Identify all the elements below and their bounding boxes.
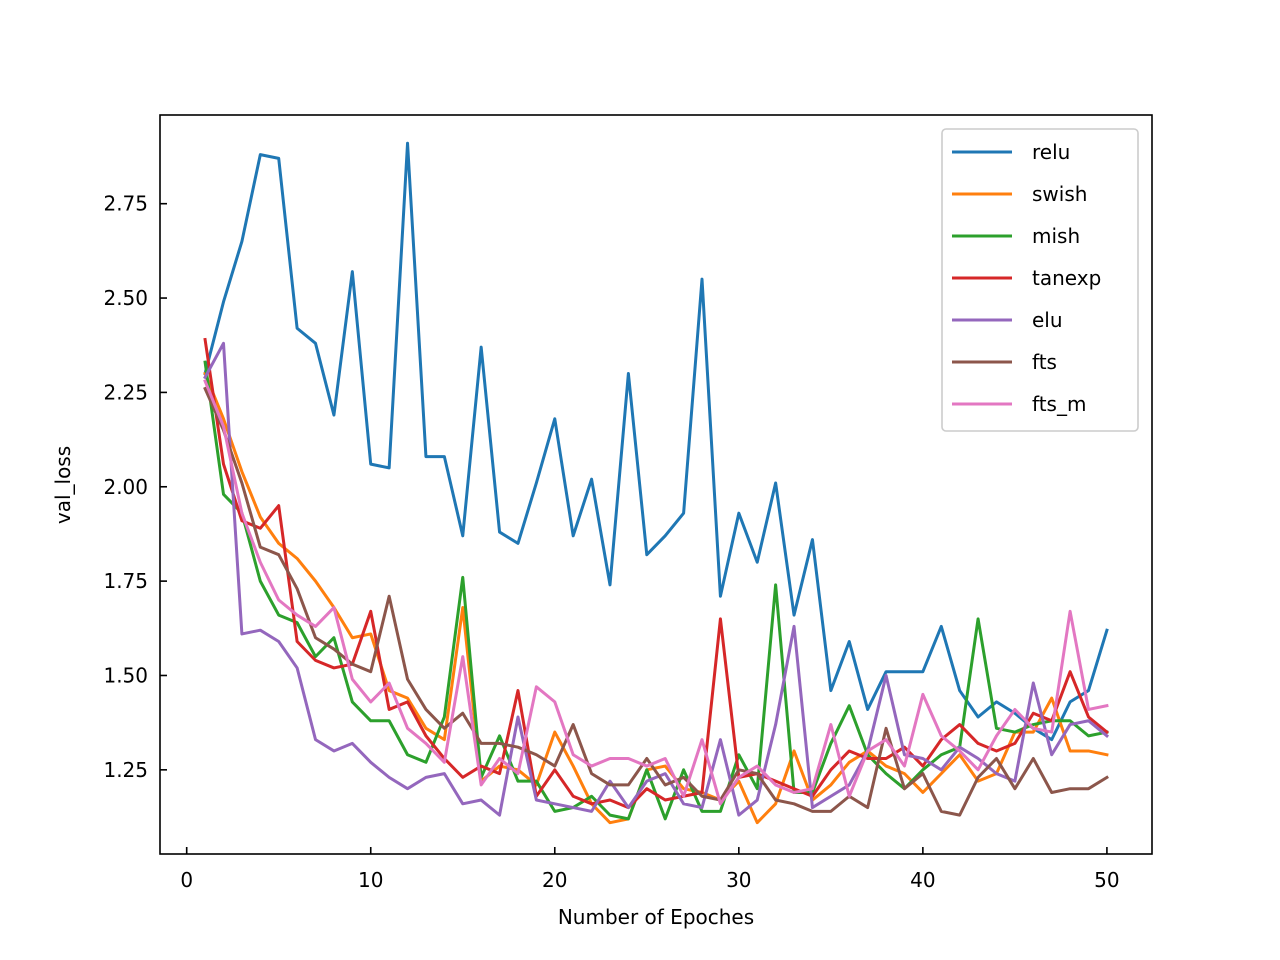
legend-label-elu: elu — [1032, 308, 1063, 332]
plot-lines — [203, 141, 1110, 825]
y-tick-label: 2.00 — [103, 475, 148, 499]
plot-frame — [159, 114, 1153, 855]
series-line-relu — [203, 141, 1109, 742]
y-tick-label: 2.50 — [103, 286, 148, 310]
series-line-fts — [203, 386, 1109, 817]
y-axis-ticks: 1.25 1.50 1.75 2.00 2.25 2.50 2.75 — [103, 192, 167, 782]
x-tick-label: 40 — [910, 868, 935, 892]
y-axis-label: val_loss — [51, 446, 75, 524]
x-tick-label: 30 — [726, 868, 751, 892]
x-axis-ticks: 0 10 20 30 40 50 — [180, 847, 1120, 892]
series-line-fts_m — [203, 379, 1109, 806]
legend-label-fts_m: fts_m — [1032, 392, 1086, 416]
series-line-elu — [203, 341, 1110, 817]
y-tick-label: 1.25 — [103, 758, 148, 782]
x-tick-label: 10 — [358, 868, 383, 892]
legend-label-relu: relu — [1032, 140, 1070, 164]
series-line-tanexp — [203, 337, 1110, 810]
legend: relu swish mish tanexp elu fts fts_m — [941, 128, 1139, 432]
legend-label-mish: mish — [1032, 224, 1080, 248]
x-axis-label: Number of Epoches — [558, 905, 754, 929]
y-tick-label: 2.75 — [103, 192, 148, 216]
legend-label-fts: fts — [1032, 350, 1057, 374]
legend-box — [941, 128, 1139, 432]
y-tick-label: 1.50 — [103, 663, 148, 687]
series-line-swish — [203, 371, 1109, 825]
y-tick-label: 2.25 — [103, 380, 148, 404]
x-tick-label: 20 — [542, 868, 567, 892]
x-tick-label: 50 — [1094, 868, 1119, 892]
x-tick-label: 0 — [180, 868, 193, 892]
legend-label-swish: swish — [1032, 182, 1087, 206]
legend-label-tanexp: tanexp — [1032, 266, 1101, 290]
y-tick-label: 1.75 — [103, 569, 148, 593]
